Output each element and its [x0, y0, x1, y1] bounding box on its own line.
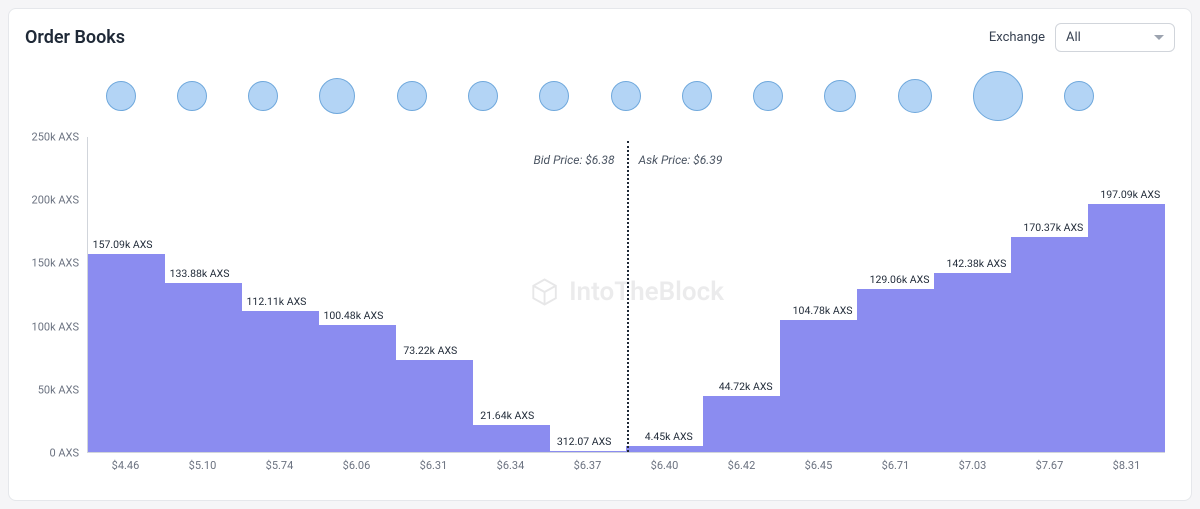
bubble-item[interactable] — [611, 81, 641, 111]
bubble-item[interactable] — [177, 81, 207, 111]
bubble-item[interactable] — [468, 81, 498, 111]
x-tick-label: $5.74 — [241, 453, 318, 477]
bid-bar[interactable]: 112.11k AXS — [242, 137, 319, 452]
x-tick-label: $6.06 — [318, 453, 395, 477]
depth-chart: 0 AXS50k AXS100k AXS150k AXS200k AXS250k… — [87, 137, 1165, 477]
y-tick-label: 150k AXS — [32, 257, 79, 270]
page-title: Order Books — [25, 27, 125, 48]
ask-bar[interactable]: 44.72k AXS — [703, 137, 780, 452]
y-axis: 0 AXS50k AXS100k AXS150k AXS200k AXS250k… — [25, 137, 83, 453]
bubble-item[interactable] — [248, 81, 278, 111]
bar-value-label: 142.38k AXS — [947, 257, 1007, 270]
bid-bar[interactable]: 21.64k AXS — [473, 137, 550, 452]
bid-ask-divider — [627, 141, 629, 452]
bar-value-label: 104.78k AXS — [793, 304, 853, 317]
exchange-label: Exchange — [989, 30, 1045, 45]
bid-bar[interactable]: 157.09k AXS — [88, 137, 165, 452]
bar-value-label: 112.11k AXS — [247, 295, 307, 308]
bar-value-label: 100.48k AXS — [323, 309, 383, 322]
bid-bar[interactable]: 73.22k AXS — [396, 137, 473, 452]
y-tick-label: 250k AXS — [32, 131, 79, 144]
bubble-item[interactable] — [973, 71, 1023, 121]
bid-bar[interactable]: 133.88k AXS — [165, 137, 242, 452]
bar-value-label: 312.07 AXS — [557, 435, 612, 448]
card-header: Order Books Exchange All — [25, 21, 1175, 53]
ask-bar[interactable]: 170.37k AXS — [1011, 137, 1088, 452]
x-axis: $4.46$5.10$5.74$6.06$6.31$6.34$6.37$6.40… — [87, 453, 1165, 477]
bubble-item[interactable] — [682, 81, 712, 111]
chart-plot: IntoTheBlock 157.09k AXS133.88k AXS112.1… — [87, 137, 1165, 453]
x-tick-label: $6.37 — [549, 453, 626, 477]
bar-value-label: 4.45k AXS — [645, 430, 693, 443]
x-tick-label: $5.10 — [164, 453, 241, 477]
x-tick-label: $7.03 — [934, 453, 1011, 477]
ask-bar[interactable]: 4.45k AXS — [626, 137, 703, 452]
bubble-item[interactable] — [753, 81, 783, 111]
bubble-item[interactable] — [397, 81, 427, 111]
bar-value-label: 133.88k AXS — [170, 267, 230, 280]
y-tick-label: 100k AXS — [32, 320, 79, 333]
bar-value-label: 170.37k AXS — [1023, 221, 1083, 234]
ask-bar[interactable]: 129.06k AXS — [857, 137, 934, 452]
bar-value-label: 129.06k AXS — [870, 273, 930, 286]
ask-price-label: Ask Price: $6.39 — [639, 153, 723, 167]
bid-price-label: Bid Price: $6.38 — [533, 153, 614, 167]
x-tick-label: $6.45 — [780, 453, 857, 477]
bar-value-label: 197.09k AXS — [1100, 188, 1160, 201]
chevron-down-icon — [1154, 35, 1164, 40]
x-tick-label: $6.42 — [703, 453, 780, 477]
y-tick-label: 50k AXS — [38, 383, 79, 396]
bar-value-label: 157.09k AXS — [93, 238, 153, 251]
y-tick-label: 0 AXS — [49, 447, 79, 460]
exchange-value: All — [1066, 30, 1081, 45]
exchange-filter: Exchange All — [989, 23, 1175, 52]
bubble-item[interactable] — [106, 81, 136, 111]
order-books-card: Order Books Exchange All 0 AXS50k AXS100… — [8, 8, 1192, 501]
bid-bar[interactable]: 100.48k AXS — [319, 137, 396, 452]
ask-bar[interactable]: 104.78k AXS — [780, 137, 857, 452]
x-tick-label: $6.40 — [626, 453, 703, 477]
bar-value-label: 73.22k AXS — [403, 344, 457, 357]
bubble-row — [25, 61, 1175, 131]
exchange-dropdown[interactable]: All — [1055, 23, 1175, 52]
bar-value-label: 44.72k AXS — [719, 380, 773, 393]
bid-bar[interactable]: 312.07 AXS — [550, 137, 627, 452]
y-tick-label: 200k AXS — [32, 194, 79, 207]
bubble-item[interactable] — [539, 81, 569, 111]
bubble-item[interactable] — [824, 80, 856, 112]
ask-bar[interactable]: 197.09k AXS — [1088, 137, 1165, 452]
bubble-item[interactable] — [898, 79, 932, 113]
x-tick-label: $4.46 — [87, 453, 164, 477]
x-tick-label: $7.67 — [1011, 453, 1088, 477]
x-tick-label: $6.71 — [857, 453, 934, 477]
bubble-item[interactable] — [319, 78, 355, 114]
x-tick-label: $6.31 — [395, 453, 472, 477]
bubble-item[interactable] — [1064, 81, 1094, 111]
bar-value-label: 21.64k AXS — [480, 409, 534, 422]
ask-bar[interactable]: 142.38k AXS — [934, 137, 1011, 452]
x-tick-label: $6.34 — [472, 453, 549, 477]
x-tick-label: $8.31 — [1088, 453, 1165, 477]
